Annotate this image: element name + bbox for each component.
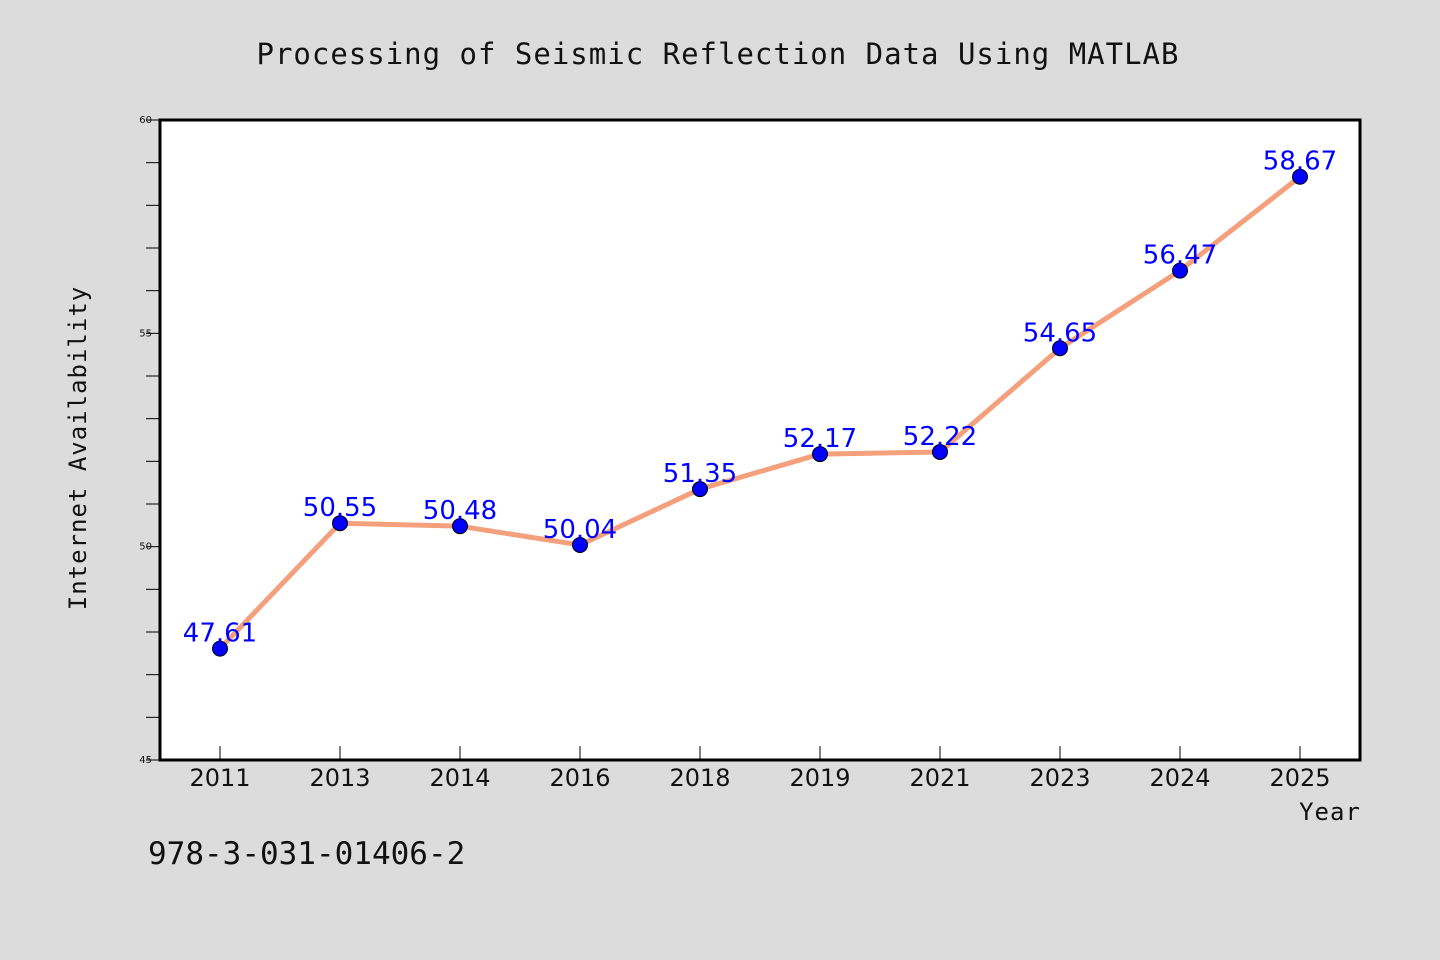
x-tick-label: 2016 [549, 764, 610, 792]
data-label: 47.61 [183, 619, 257, 649]
data-label: 56.47 [1143, 241, 1217, 271]
data-label: 51.35 [663, 459, 737, 489]
y-tick-label: 45 [139, 755, 152, 766]
y-tick-label: 50 [139, 542, 152, 553]
x-tick-label: 2023 [1029, 764, 1090, 792]
x-tick-label: 2011 [189, 764, 250, 792]
data-label: 50.04 [543, 515, 617, 545]
x-tick-label: 2021 [909, 764, 970, 792]
x-tick-label: 2019 [789, 764, 850, 792]
x-tick-label: 2024 [1149, 764, 1210, 792]
y-axis-title: Internet Availability [64, 286, 92, 610]
y-axis: 45 50 55 60 [139, 115, 160, 766]
x-tick-label: 2025 [1269, 764, 1330, 792]
data-point [1292, 168, 1308, 185]
chart-title: Processing of Seismic Reflection Data Us… [257, 37, 1180, 71]
x-axis: 2011 2013 2014 2016 2018 2019 2021 2023 2024 2025 [189, 746, 1331, 792]
x-tick-label: 2013 [309, 764, 370, 792]
data-label: 50.55 [303, 493, 377, 523]
data-point [1052, 340, 1068, 357]
data-label: 52.17 [783, 424, 857, 454]
series-markers [212, 168, 1308, 657]
data-point [812, 446, 828, 463]
x-axis-title: Year [1299, 798, 1361, 826]
y-tick-label: 55 [139, 328, 152, 339]
data-point [212, 640, 228, 657]
data-point [692, 481, 708, 498]
data-point [332, 515, 348, 532]
data-labels: 47.61 50.55 50.48 50.04 51.35 52.17 52.22 54.65… [183, 147, 1337, 649]
data-point [572, 536, 588, 553]
data-label: 50.48 [423, 496, 497, 526]
data-label: 58.67 [1263, 147, 1337, 177]
plot-area [158, 118, 1362, 762]
x-tick-label: 2018 [669, 764, 730, 792]
x-tick-label: 2014 [429, 764, 490, 792]
y-tick-label: 60 [139, 115, 152, 126]
data-point [1172, 262, 1188, 279]
series-line [218, 174, 1302, 651]
data-label: 52.22 [903, 422, 977, 452]
data-label: 54.65 [1023, 318, 1097, 348]
data-point [932, 443, 948, 460]
data-point [452, 518, 468, 535]
isbn-text: 978-3-031-01406-2 [148, 836, 465, 872]
